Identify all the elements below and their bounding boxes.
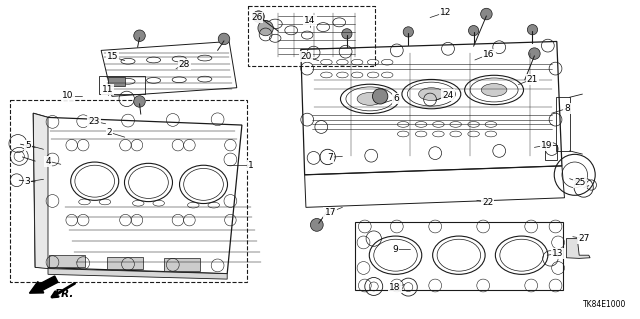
Text: 10: 10 [62,91,74,100]
Text: 17: 17 [324,208,336,217]
Circle shape [527,25,538,35]
Circle shape [529,48,540,59]
Text: 6: 6 [394,94,399,103]
Text: 20: 20 [300,52,312,61]
Circle shape [134,96,145,107]
Text: 9: 9 [392,245,397,254]
Bar [10,100,247,282]
Text: 14: 14 [304,16,316,25]
Text: 12: 12 [440,8,452,17]
Text: 23: 23 [88,117,100,126]
Circle shape [372,89,388,104]
Bar [107,257,143,269]
Text: 19: 19 [541,141,552,150]
Text: 15: 15 [107,52,118,61]
Bar [164,258,200,271]
Circle shape [134,30,145,41]
Circle shape [342,29,352,39]
Text: 16: 16 [483,50,495,59]
Bar [545,145,557,160]
Text: 25: 25 [574,178,586,187]
Text: 7: 7 [328,153,333,162]
Text: 1: 1 [248,161,253,170]
Ellipse shape [419,88,444,100]
Ellipse shape [357,93,383,105]
Text: 24: 24 [442,91,454,100]
Bar [248,6,375,66]
Text: 22: 22 [482,198,493,207]
Polygon shape [33,113,48,269]
Text: 2: 2 [107,128,112,137]
Polygon shape [48,269,227,279]
Text: 21: 21 [527,75,538,84]
Text: 18: 18 [389,283,401,292]
Circle shape [218,33,230,45]
Text: FR.: FR. [55,289,74,299]
Text: 5: 5 [26,141,31,150]
Text: 13: 13 [552,249,564,258]
Circle shape [258,20,273,36]
Text: TK84E1000: TK84E1000 [582,300,626,309]
Polygon shape [566,239,590,258]
Circle shape [481,8,492,20]
FancyArrow shape [29,276,58,293]
Text: 28: 28 [179,60,190,69]
Circle shape [253,11,264,22]
Bar [556,97,570,151]
Circle shape [403,27,413,37]
Bar [99,76,145,94]
Text: 27: 27 [578,234,589,243]
Text: 11: 11 [102,85,113,94]
Bar [49,255,85,267]
Text: 26: 26 [251,13,262,22]
Text: 4: 4 [45,157,51,166]
Text: 8: 8 [564,104,570,113]
Bar [108,77,125,86]
Circle shape [468,26,479,36]
Ellipse shape [481,84,507,96]
Circle shape [310,219,323,231]
Text: 3: 3 [25,177,30,186]
